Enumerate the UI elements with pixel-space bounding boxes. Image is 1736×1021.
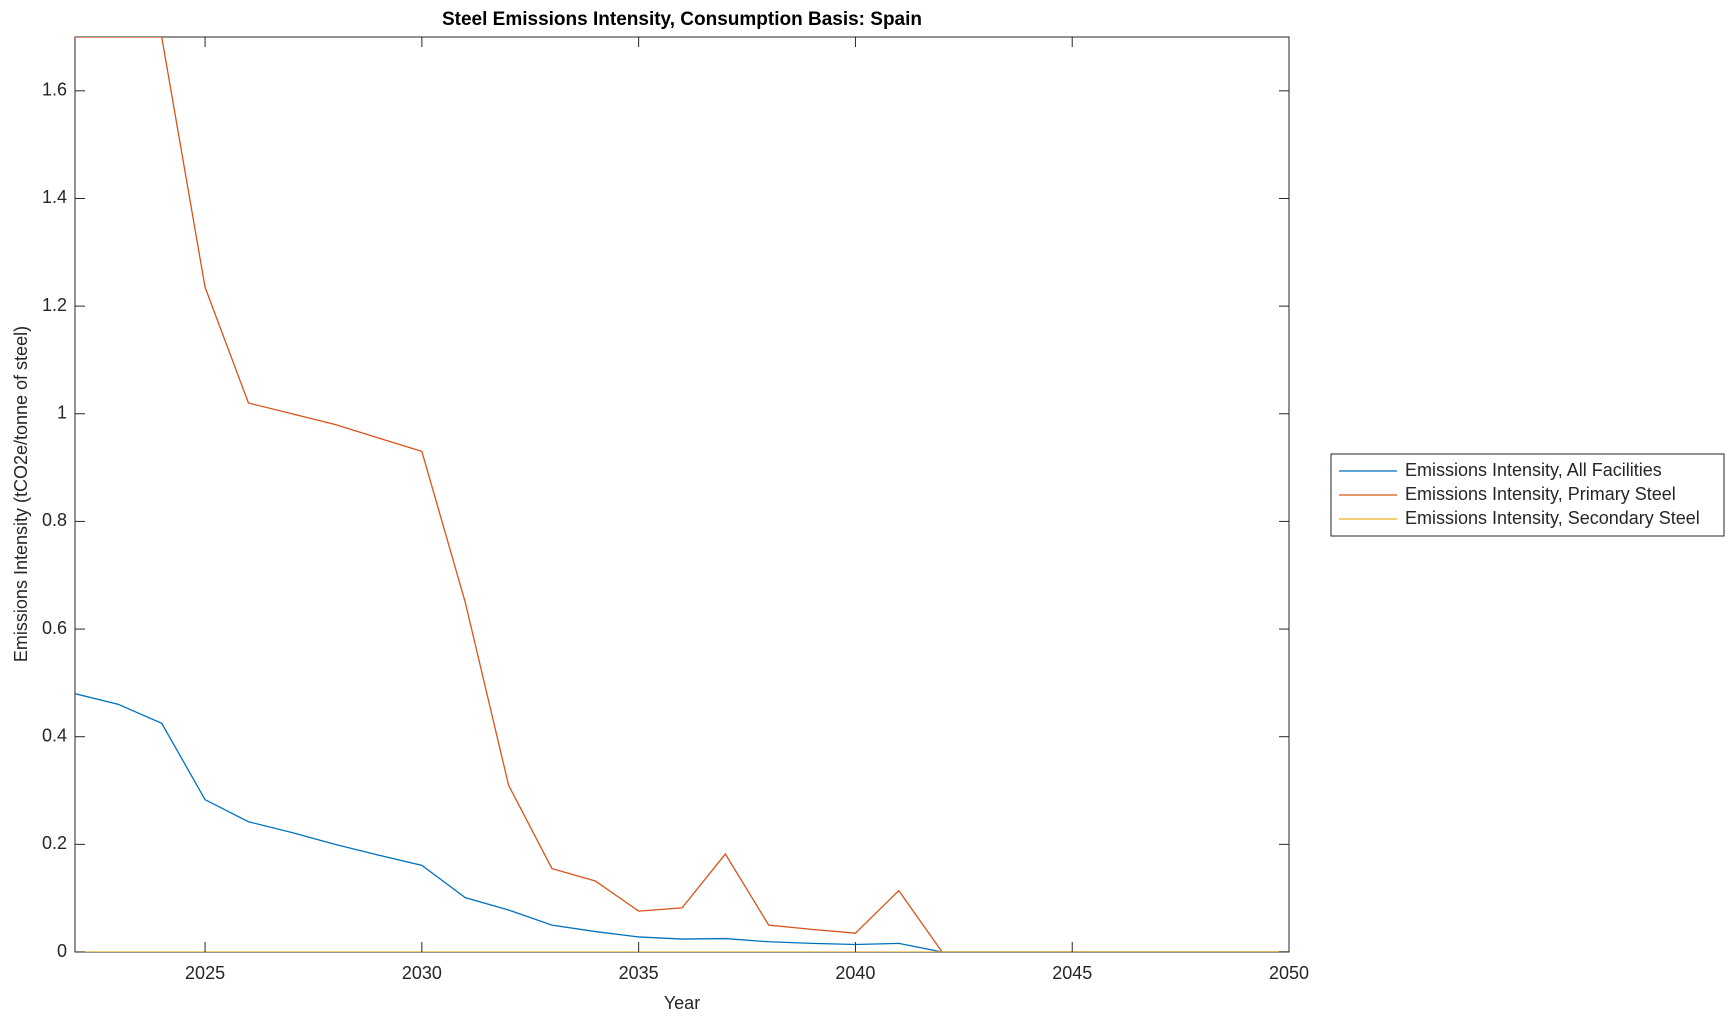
y-tick-label: 1.6 bbox=[42, 80, 67, 100]
y-tick-label: 0.6 bbox=[42, 618, 67, 638]
series-line bbox=[75, 693, 1289, 952]
legend-label: Emissions Intensity, Primary Steel bbox=[1405, 484, 1676, 504]
y-tick-label: 1 bbox=[57, 403, 67, 423]
chart-title: Steel Emissions Intensity, Consumption B… bbox=[442, 9, 922, 30]
legend-label: Emissions Intensity, All Facilities bbox=[1405, 460, 1662, 480]
x-tick-label: 2050 bbox=[1269, 963, 1309, 983]
x-tick-label: 2030 bbox=[402, 963, 442, 983]
lines bbox=[75, 37, 1289, 952]
x-tick-label: 2040 bbox=[835, 963, 875, 983]
y-tick-label: 0.2 bbox=[42, 833, 67, 853]
y-tick-label: 1.4 bbox=[42, 187, 67, 207]
y-tick-label: 1.2 bbox=[42, 295, 67, 315]
legend-label: Emissions Intensity, Secondary Steel bbox=[1405, 508, 1700, 528]
x-tick-label: 2045 bbox=[1052, 963, 1092, 983]
y-axis-label: Emissions Intensity (tCO2e/tonne of stee… bbox=[11, 326, 31, 662]
y-tick-label: 0 bbox=[57, 941, 67, 961]
y-tick-label: 0.4 bbox=[42, 725, 67, 745]
x-tick-label: 2035 bbox=[619, 963, 659, 983]
series-line bbox=[75, 37, 1289, 952]
y-tick-label: 0.8 bbox=[42, 510, 67, 530]
x-tick-label: 2025 bbox=[185, 963, 225, 983]
plot-area bbox=[74, 36, 1290, 953]
x-axis-label: Year bbox=[664, 993, 700, 1013]
